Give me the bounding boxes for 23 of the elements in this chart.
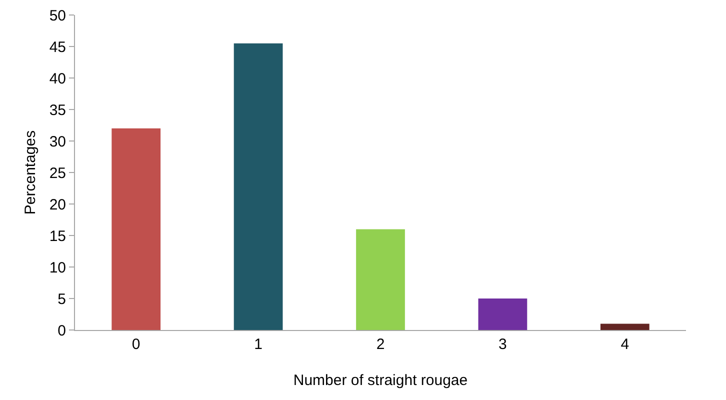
bar [356, 229, 405, 330]
x-tick-label: 1 [254, 336, 262, 353]
y-tick-label: 45 [49, 38, 66, 56]
bar [478, 298, 528, 330]
x-axis-title: Number of straight rougae [293, 372, 468, 389]
y-tick-label: 10 [49, 259, 66, 276]
y-axis-title: Percentages [22, 130, 39, 215]
y-tick-label: 25 [49, 164, 66, 182]
y-tick-label: 20 [49, 196, 66, 214]
y-tick-label: 5 [58, 290, 66, 308]
x-tick-label: 0 [132, 336, 140, 353]
bar [234, 43, 283, 330]
y-tick-label: 0 [58, 322, 66, 340]
y-tick-label: 30 [49, 133, 66, 150]
y-tick-label: 40 [49, 70, 66, 88]
bar [112, 128, 161, 330]
bar [600, 324, 650, 330]
x-tick-label: 4 [620, 336, 630, 353]
y-tick-label: 15 [49, 228, 66, 245]
y-tick-label: 50 [49, 7, 66, 24]
x-tick-label: 2 [376, 336, 385, 353]
y-tick-label: 35 [49, 102, 66, 119]
x-tick-label: 3 [498, 336, 507, 353]
